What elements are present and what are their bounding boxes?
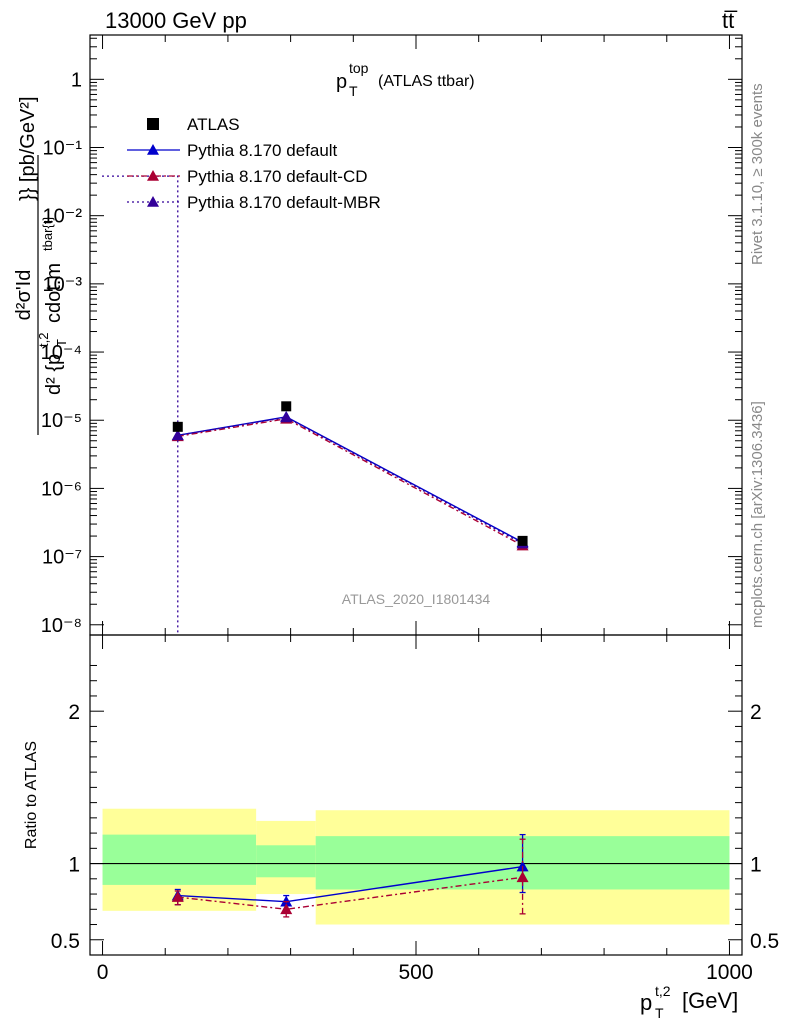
main-ylabel-unit: }} [pb/GeV²] [17, 96, 39, 201]
ratio-ytick-label-right: 2 [750, 701, 762, 724]
ratio-series [171, 833, 529, 918]
main-series [102, 175, 529, 635]
analysis-id: ATLAS_2020_I1801434 [342, 591, 491, 607]
main-ytick-label: 10⁻⁴ [41, 342, 82, 364]
energy-label: 13000 GeV pp [105, 8, 247, 33]
legend-marker [147, 170, 159, 181]
legend-marker-atlas [147, 118, 159, 130]
legend-label: Pythia 8.170 default [187, 141, 338, 160]
main-series-marker [171, 429, 184, 441]
main-ytick-label: 10⁻³ [43, 274, 83, 296]
main-ytick-label: 10⁻² [43, 206, 83, 228]
plot-title: p top T (ATLAS ttbar) [336, 60, 475, 99]
xtick-label: 500 [398, 961, 433, 984]
ratio-ytick-label: 2 [68, 701, 80, 724]
legend-label: Pythia 8.170 default-CD [187, 167, 368, 186]
legend-marker [147, 196, 159, 207]
ratio-ytick-label: 1 [68, 854, 80, 877]
legend-label: Pythia 8.170 default-MBR [187, 193, 381, 212]
x-ticks: 0 500 1000 [97, 35, 753, 984]
main-series-line [177, 416, 523, 545]
mbr-first-bin-line [102, 175, 179, 635]
plot-title-sup: top [349, 60, 369, 76]
plot-title-main: p [336, 71, 347, 93]
plot-title-sub: T [349, 83, 358, 99]
plot-title-rest: (ATLAS ttbar) [378, 73, 475, 90]
main-ylabel-den-rest: cdot.m [43, 263, 65, 323]
ratio-ytick-label-right: 1 [750, 854, 762, 877]
main-ytick-label: 10⁻⁸ [41, 615, 82, 637]
ratio-ticks: 0.5 0.5 1 1 2 2 [51, 664, 779, 953]
atlas-data-point [281, 401, 292, 412]
ratio-series-marker [516, 871, 529, 883]
main-ytick-label: 10⁻¹ [43, 138, 83, 160]
main-ylabel-den: d² {p [43, 354, 65, 395]
process-label: tt̅ [722, 8, 738, 33]
main-ytick-label: 10⁻⁶ [41, 478, 82, 500]
ratio-ytick-label-right: 0.5 [750, 930, 779, 953]
ratio-band-inner [256, 845, 316, 878]
ratio-series-line [177, 876, 523, 910]
xlabel: p t,2 T [GeV] [640, 983, 738, 1021]
main-series-line [177, 418, 523, 547]
main-ytick-label: 10⁻⁷ [42, 547, 82, 569]
main-ytick-label: 1 [71, 69, 82, 91]
ratio-series-marker [171, 891, 184, 902]
main-ticks: 10⁻⁸ 10⁻⁷ 10⁻⁶ 10⁻⁵ 10⁻⁴ 10⁻³ 10⁻² 10⁻¹ 1 [41, 37, 742, 637]
main-ylabel-numerator: d²σ'Id [13, 270, 35, 321]
main-ylabel-den-sup2: tbar{t} [40, 216, 55, 251]
legend-label: ATLAS [187, 115, 240, 134]
ratio-series-marker [280, 903, 293, 915]
main-series-line [177, 416, 523, 543]
main-ytick-label: 10⁻⁵ [41, 410, 82, 432]
side-label-mcplots: mcplots.cern.ch [arXiv:1306.3436] [749, 401, 766, 628]
legend-marker [147, 144, 159, 155]
ratio-band-inner [102, 834, 257, 885]
xtick-label: 0 [97, 961, 109, 984]
xlabel-sub: T [655, 1005, 664, 1021]
ratio-ytick-label: 0.5 [51, 930, 80, 953]
main-ylabel-den-sub: T [54, 339, 69, 347]
legend: ATLAS Pythia 8.170 default Pythia 8.170 de… [127, 115, 381, 212]
atlas-data-point [517, 535, 528, 546]
ratio-ylabel: Ratio to ATLAS [23, 741, 40, 849]
main-ylabel: d²σ'Id d² {p t,2 T cdot.m tbar{t} }} [pb… [13, 96, 69, 435]
main-series-marker [280, 411, 293, 423]
xlabel-main: p [640, 990, 652, 1015]
side-label-rivet: Rivet 3.1.10, ≥ 300k events [749, 83, 766, 265]
atlas-data-point [172, 421, 183, 432]
main-ylabel-den-sup: t,2 [36, 333, 51, 347]
ratio-bands [90, 808, 742, 925]
xtick-label: 1000 [706, 961, 753, 984]
xlabel-unit: [GeV] [682, 988, 738, 1013]
xlabel-sup: t,2 [655, 983, 671, 999]
